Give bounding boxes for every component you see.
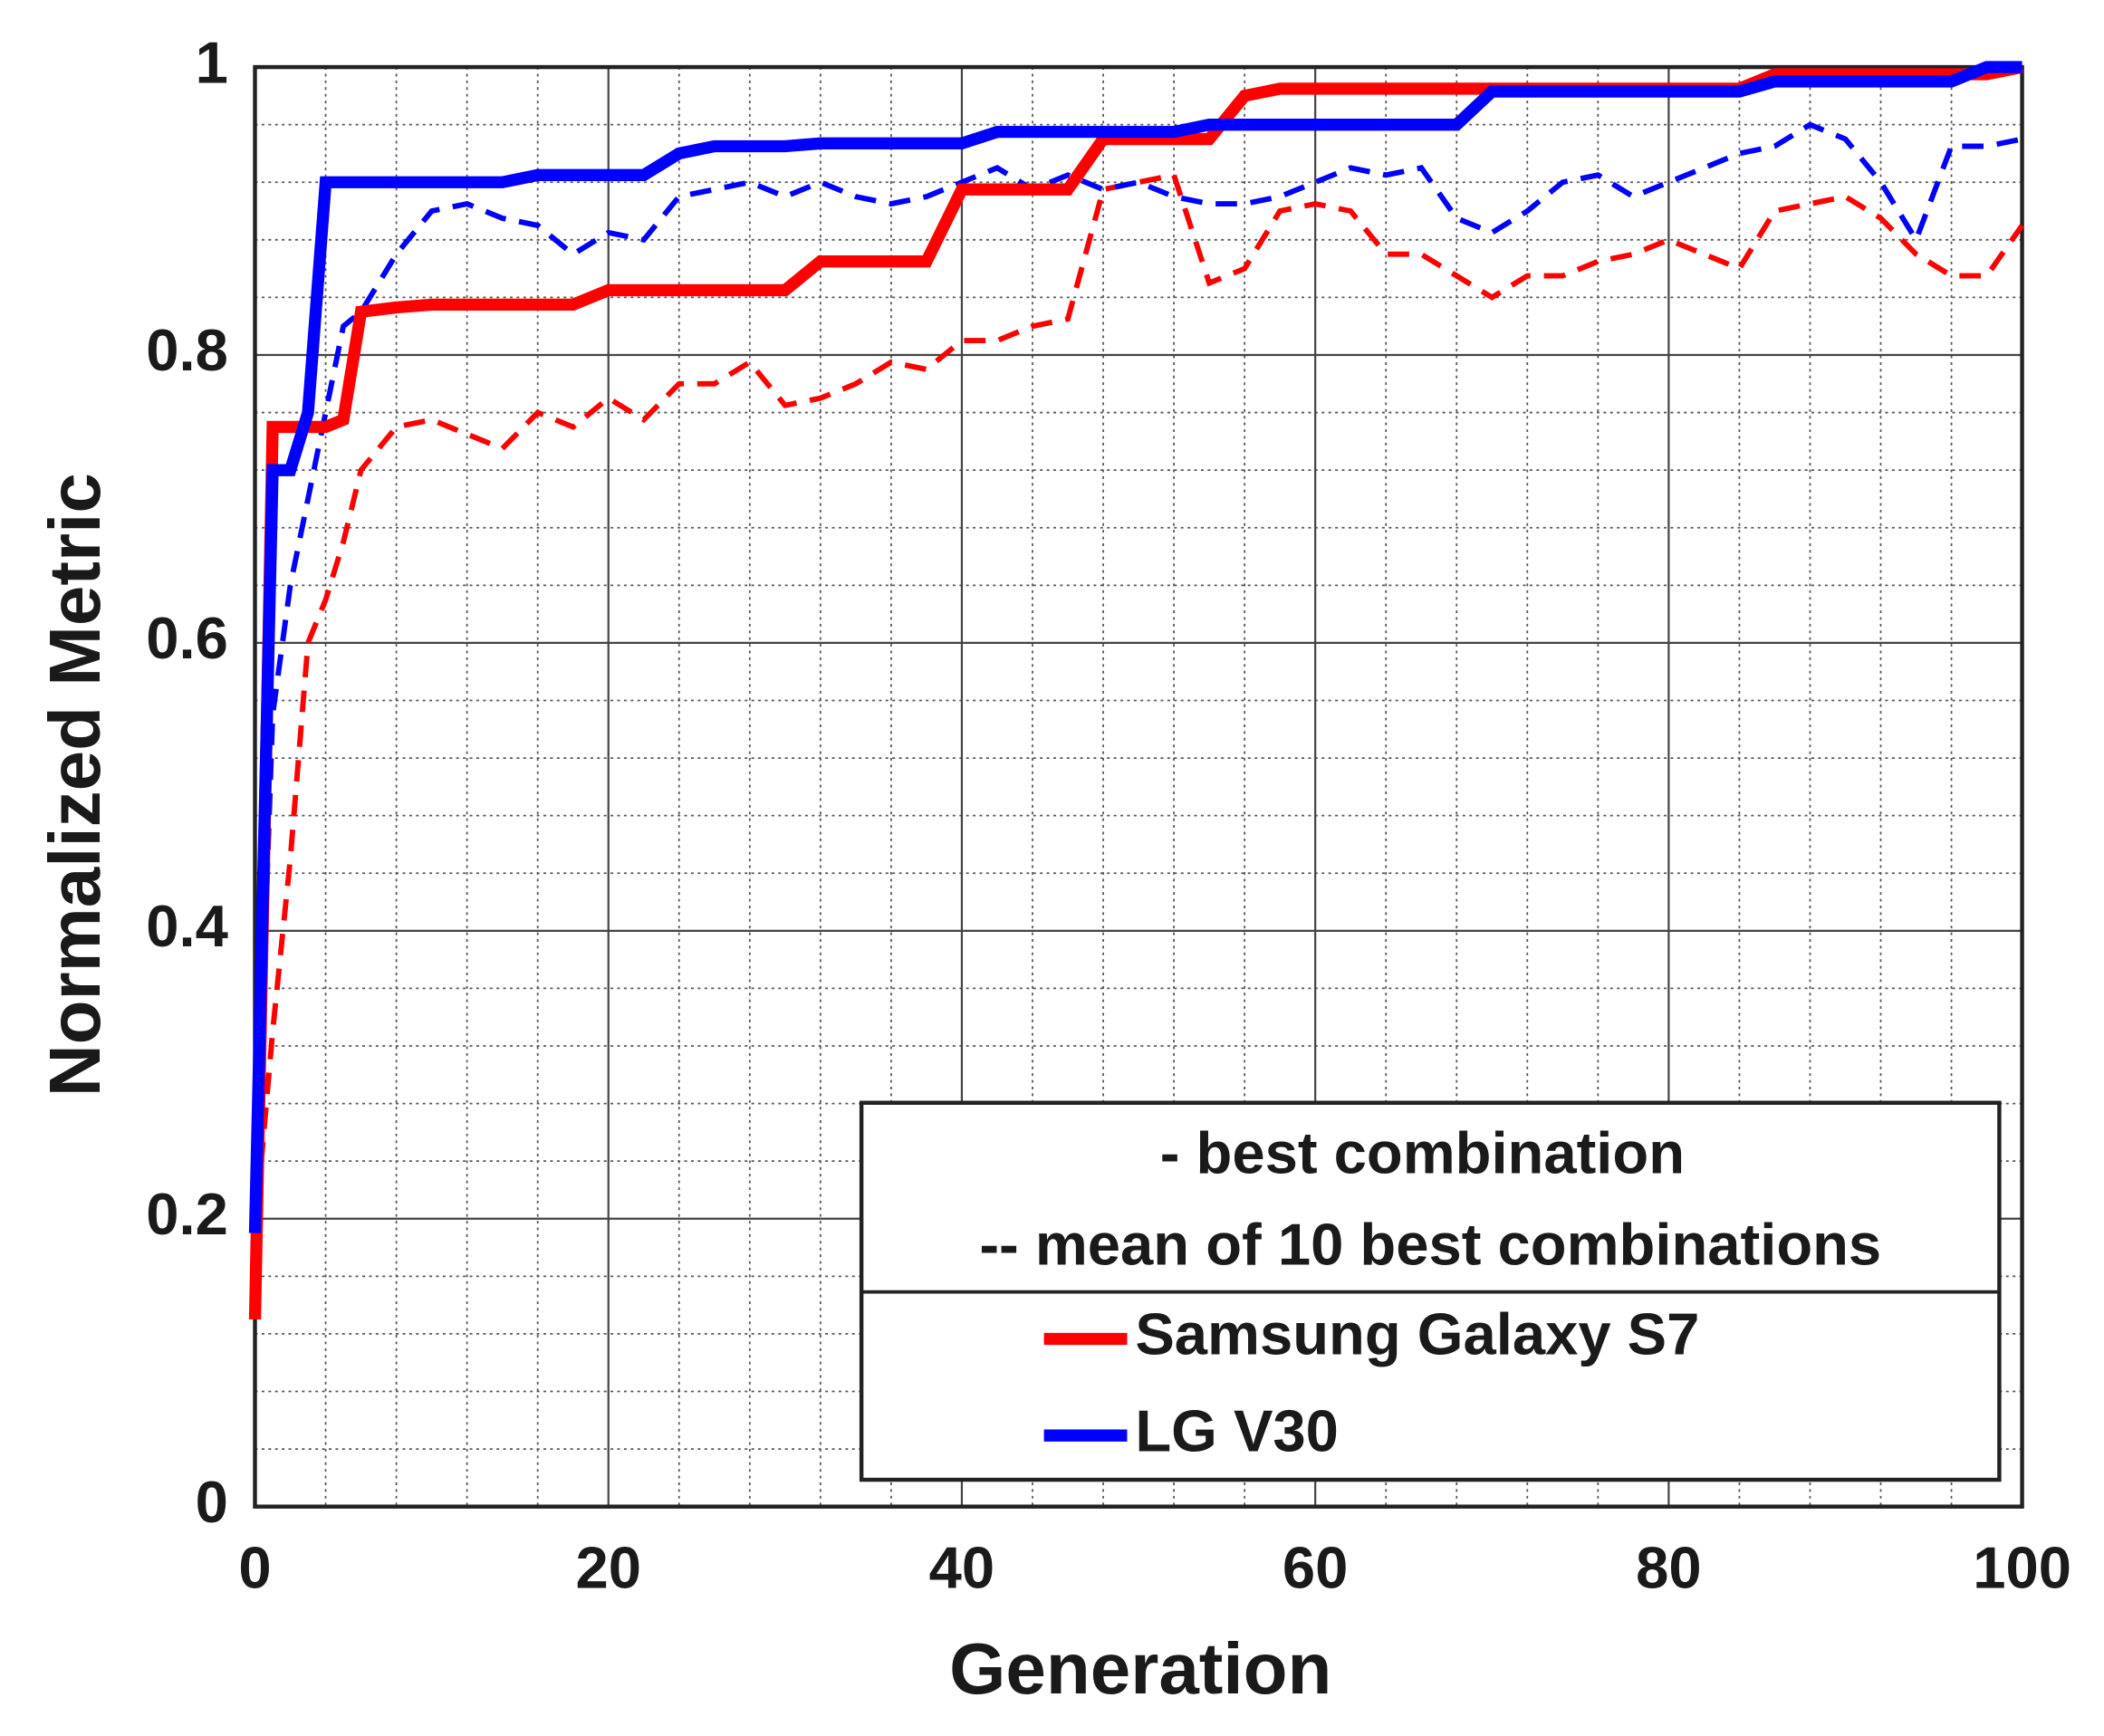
x-tick-label: 60 xyxy=(1283,1534,1349,1600)
x-tick-label: 100 xyxy=(1973,1534,2071,1600)
x-tick-label: 80 xyxy=(1636,1534,1702,1600)
y-tick-label: 1 xyxy=(196,29,228,95)
y-tick-label: 0.2 xyxy=(146,1181,228,1247)
y-tick-label: 0 xyxy=(196,1469,228,1535)
y-axis-label: Normalized Metric xyxy=(34,473,115,1097)
legend-label: LG V30 xyxy=(1135,1397,1339,1463)
best-line xyxy=(248,61,2022,1233)
y-tick-label: 0.6 xyxy=(146,605,228,671)
plot-frame xyxy=(253,64,2024,1509)
x-axis-label: Generation xyxy=(949,1628,1331,1709)
mean-line xyxy=(252,171,2025,1233)
x-tick-label: 20 xyxy=(575,1534,641,1600)
legend-note: -- mean of 10 best combinations xyxy=(979,1211,1881,1277)
x-tick-label: 40 xyxy=(929,1534,995,1600)
mean-line xyxy=(252,121,2023,1233)
y-tick-label: 0.8 xyxy=(146,317,228,383)
legend-label: Samsung Galaxy S7 xyxy=(1135,1301,1699,1367)
x-tick-label: 0 xyxy=(238,1534,271,1600)
legend-note: - best combination xyxy=(1160,1120,1685,1186)
y-tick-label: 0.4 xyxy=(146,893,228,959)
